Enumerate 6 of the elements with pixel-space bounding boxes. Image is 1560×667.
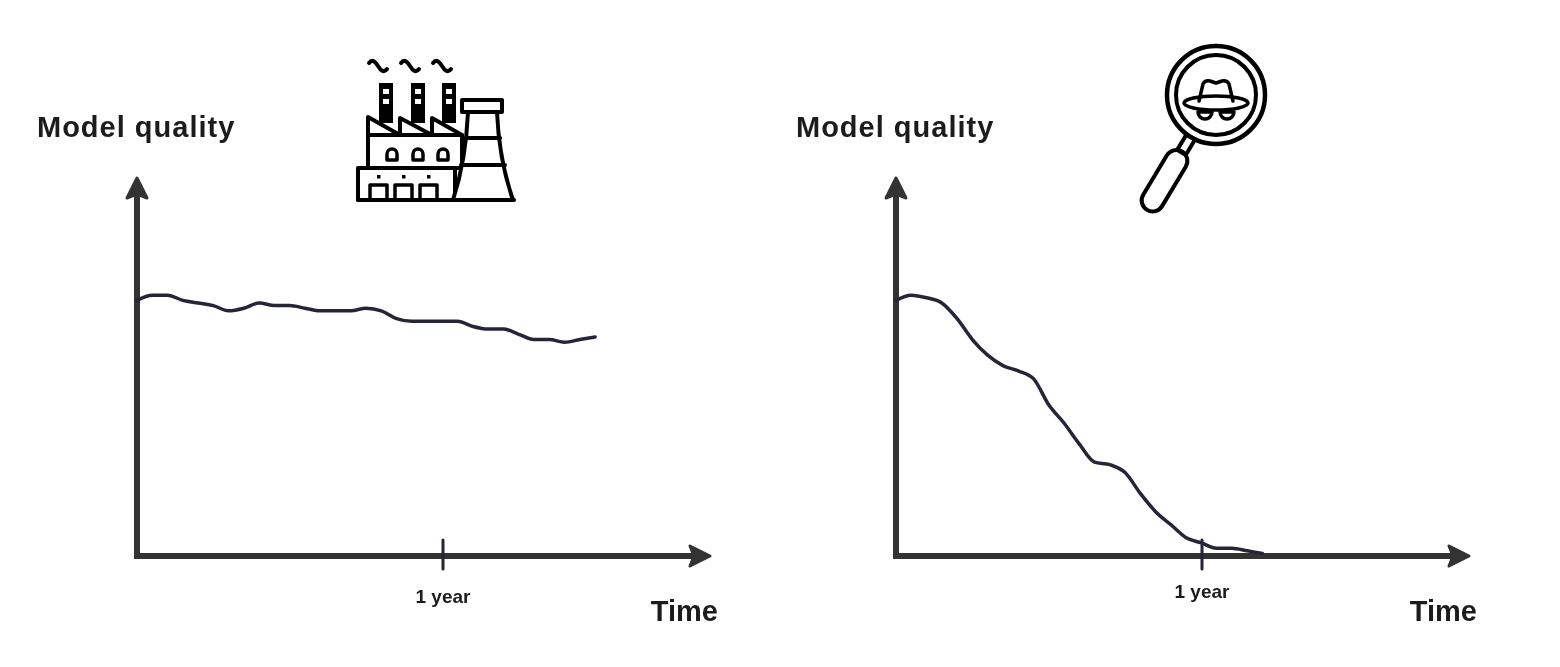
text: 1 year [1174, 581, 1231, 602]
y-axis-title: Model quality [796, 111, 995, 143]
y-axis-title: Model quality [37, 111, 236, 143]
text: 1 year [415, 586, 472, 607]
x-axis-title: Time [650, 595, 718, 627]
x-axis-title: Time [1409, 595, 1477, 627]
